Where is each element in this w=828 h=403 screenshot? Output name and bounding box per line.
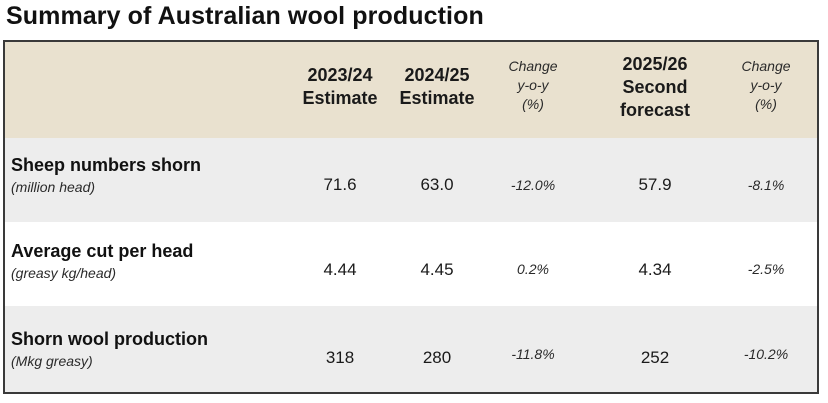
header-col-2024-25-label: Estimate: [399, 88, 475, 108]
header-col-2025-26-line2: Second: [622, 77, 688, 97]
cell-2023-24: 4.44: [323, 260, 357, 279]
row-label-shorn-wool: Shorn wool production (Mkg greasy): [11, 328, 208, 371]
cell-2024-25: 4.45: [420, 260, 454, 279]
header-change-2-line1: Change: [741, 58, 791, 74]
row-unit-text: (million head): [11, 179, 96, 195]
cell-2025-26: 4.34: [638, 260, 672, 279]
page-title: Summary of Australian wool production: [6, 2, 484, 30]
header-change-2-line2: y-o-y: [750, 77, 782, 93]
row-label-text: Average cut per head: [11, 241, 194, 261]
row-unit-text: (greasy kg/head): [11, 265, 117, 281]
wool-summary-table: 2023/24 Estimate 2024/25 Estimate Change…: [3, 40, 819, 394]
cell-2024-25: 63.0: [420, 175, 454, 194]
header-col-2023-24-label: Estimate: [302, 88, 378, 108]
table-row: Sheep numbers shorn (million head) 71.6 …: [5, 138, 817, 222]
row-label-average-cut: Average cut per head (greasy kg/head): [11, 240, 193, 283]
header-change-1-line2: y-o-y: [517, 77, 549, 93]
header-col-change-1: Change y-o-y (%): [493, 57, 573, 114]
table-row: Average cut per head (greasy kg/head) 4.…: [5, 222, 817, 306]
header-col-2023-24: 2023/24 Estimate: [290, 64, 390, 110]
cell-2025-26: 57.9: [638, 175, 672, 194]
header-col-2025-26: 2025/26 Second forecast: [602, 53, 708, 122]
header-col-change-2: Change y-o-y (%): [726, 57, 806, 114]
cell-2025-26: 252: [640, 348, 670, 367]
cell-change-2: -8.1%: [747, 177, 785, 193]
header-change-2-line3: (%): [755, 96, 777, 112]
row-label-sheep-numbers: Sheep numbers shorn (million head): [11, 154, 201, 197]
header-col-2023-24-year: 2023/24: [307, 65, 373, 85]
cell-change-2: -2.5%: [747, 261, 785, 277]
cell-2023-24: 318: [325, 348, 355, 367]
cell-change-2: -10.2%: [743, 346, 789, 362]
table-row: Shorn wool production (Mkg greasy) 318 2…: [5, 306, 817, 392]
header-col-2025-26-line3: forecast: [619, 100, 691, 120]
cell-2023-24: 71.6: [323, 175, 357, 194]
cell-change-1: -11.8%: [511, 346, 555, 362]
header-col-2024-25: 2024/25 Estimate: [387, 64, 487, 110]
row-label-text: Shorn wool production: [11, 329, 208, 349]
header-change-1-line1: Change: [508, 58, 558, 74]
table-header: 2023/24 Estimate 2024/25 Estimate Change…: [5, 42, 817, 138]
header-col-2024-25-year: 2024/25: [404, 65, 470, 85]
header-change-1-line3: (%): [522, 96, 544, 112]
cell-change-1: 0.2%: [517, 261, 549, 277]
cell-2024-25: 280: [422, 348, 452, 367]
cell-change-1: -12.0%: [510, 177, 556, 193]
header-col-2025-26-year: 2025/26: [622, 54, 688, 74]
row-label-text: Sheep numbers shorn: [11, 155, 202, 175]
row-unit-text: (Mkg greasy): [11, 353, 93, 369]
